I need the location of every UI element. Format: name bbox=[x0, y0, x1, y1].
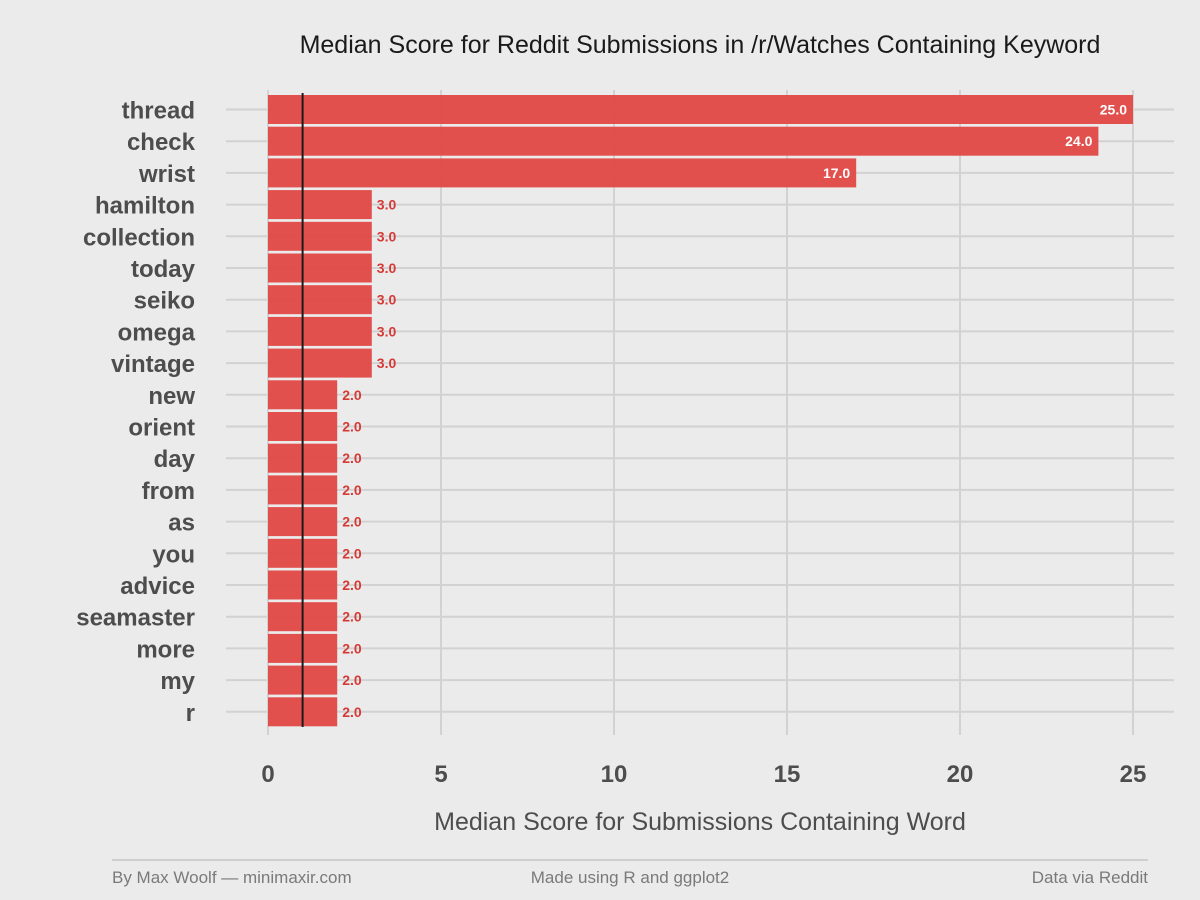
category-label-orient: orient bbox=[128, 415, 195, 442]
value-label-vintage: 3.0 bbox=[377, 355, 397, 371]
value-label-advice: 2.0 bbox=[342, 577, 362, 593]
category-label-collection: collection bbox=[83, 224, 195, 251]
footer-source: Data via Reddit bbox=[1032, 868, 1149, 887]
category-label-r: r bbox=[186, 700, 195, 727]
bar-thread bbox=[268, 95, 1133, 124]
value-label-orient: 2.0 bbox=[342, 419, 362, 435]
x-tick-label-5: 25 bbox=[1120, 761, 1147, 788]
value-label-r: 2.0 bbox=[342, 704, 362, 720]
category-label-more: more bbox=[136, 636, 195, 663]
bars bbox=[268, 95, 1133, 727]
category-label-you: you bbox=[152, 541, 195, 568]
x-tick-label-4: 20 bbox=[947, 761, 974, 788]
value-label-thread: 25.0 bbox=[1100, 102, 1127, 118]
category-label-thread: thread bbox=[122, 98, 195, 125]
category-label-check: check bbox=[127, 129, 196, 156]
category-label-my: my bbox=[160, 668, 195, 695]
value-label-more: 2.0 bbox=[342, 640, 362, 656]
category-label-seiko: seiko bbox=[134, 288, 195, 315]
value-label-hamilton: 3.0 bbox=[377, 197, 397, 213]
value-label-day: 2.0 bbox=[342, 450, 362, 466]
bar-collection bbox=[268, 221, 372, 251]
x-axis-label: Median Score for Submissions Containing … bbox=[434, 808, 966, 836]
bar-wrist bbox=[268, 158, 857, 188]
value-label-from: 2.0 bbox=[342, 482, 362, 498]
category-label-wrist: wrist bbox=[138, 161, 195, 188]
category-labels: thread check wrist hamilton collection today s… bbox=[76, 98, 195, 727]
bar-today bbox=[268, 253, 372, 283]
category-label-seamaster: seamaster bbox=[76, 605, 195, 632]
category-label-from: from bbox=[142, 478, 195, 505]
bar-omega bbox=[268, 316, 372, 346]
chart-title: Median Score for Reddit Submissions in /… bbox=[300, 31, 1101, 59]
x-tick-label-3: 15 bbox=[774, 761, 801, 788]
x-tick-labels: 0 5 10 15 20 25 bbox=[261, 761, 1146, 788]
footer-credit: By Max Woolf — minimaxir.com bbox=[112, 868, 352, 887]
value-label-omega: 3.0 bbox=[377, 323, 397, 339]
category-label-advice: advice bbox=[120, 573, 195, 600]
value-label-you: 2.0 bbox=[342, 545, 362, 561]
value-label-new: 2.0 bbox=[342, 387, 362, 403]
category-label-today: today bbox=[131, 256, 196, 283]
category-label-as: as bbox=[168, 510, 195, 537]
category-label-new: new bbox=[148, 383, 195, 410]
value-label-today: 3.0 bbox=[377, 260, 397, 276]
value-label-my: 2.0 bbox=[342, 672, 362, 688]
x-tick-label-2: 10 bbox=[601, 761, 628, 788]
value-labels: 25.0 24.0 17.0 3.0 3.0 3.0 3.0 3.0 3.0 2.0 2.0 2.0 2… bbox=[342, 102, 1127, 720]
category-label-vintage: vintage bbox=[111, 351, 195, 378]
category-label-omega: omega bbox=[118, 319, 196, 346]
grid-lines bbox=[226, 90, 1174, 735]
footer-tools: Made using R and ggplot2 bbox=[531, 868, 729, 887]
value-label-as: 2.0 bbox=[342, 514, 362, 530]
category-label-day: day bbox=[154, 446, 196, 473]
category-label-hamilton: hamilton bbox=[95, 193, 195, 220]
value-label-wrist: 17.0 bbox=[823, 165, 850, 181]
value-label-seiko: 3.0 bbox=[377, 292, 397, 308]
value-label-seamaster: 2.0 bbox=[342, 609, 362, 625]
value-label-collection: 3.0 bbox=[377, 228, 397, 244]
x-tick-label-1: 5 bbox=[434, 761, 447, 788]
value-label-check: 24.0 bbox=[1065, 133, 1092, 149]
x-tick-label-0: 0 bbox=[261, 761, 274, 788]
bar-seiko bbox=[268, 285, 372, 315]
bar-vintage bbox=[268, 348, 372, 378]
bar-hamilton bbox=[268, 190, 372, 220]
bar-check bbox=[268, 126, 1099, 156]
